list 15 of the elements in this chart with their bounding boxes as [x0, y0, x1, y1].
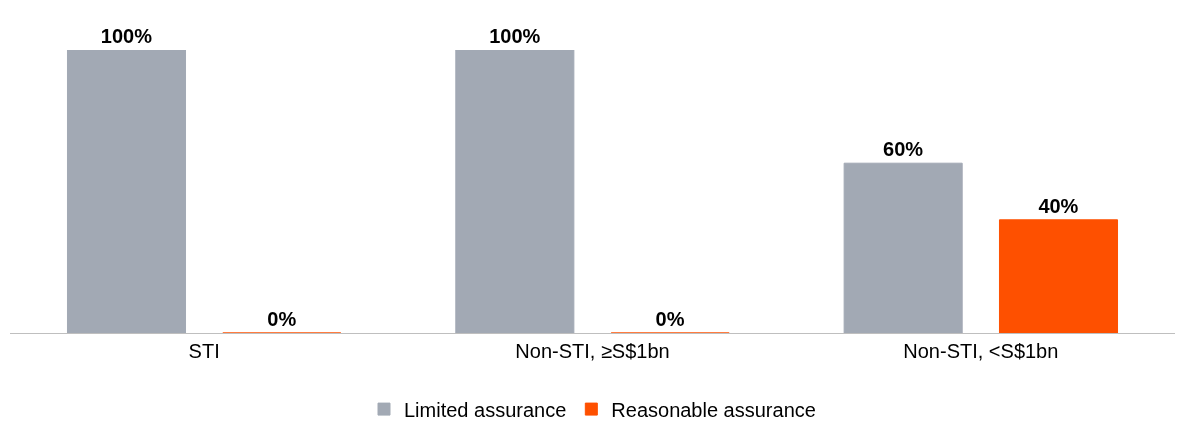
data-label: 0% [267, 308, 297, 330]
data-label: 40% [1038, 194, 1079, 217]
data-label: 0% [655, 308, 685, 330]
legend-label: Reasonable assurance [611, 398, 816, 421]
bar [998, 219, 1119, 333]
data-label: 60% [883, 138, 924, 161]
bar [843, 162, 963, 333]
x-tick-label: STI [188, 340, 220, 362]
x-tick-label: Non-STI, <S$1bn [903, 340, 1059, 362]
bar [455, 50, 575, 333]
x-tick-label: Non-STI, ≥S$1bn [515, 340, 670, 362]
data-label: 100% [489, 25, 541, 47]
data-label: 100% [100, 25, 153, 47]
bar [66, 50, 187, 333]
legend-label: Limited assurance [404, 398, 567, 421]
